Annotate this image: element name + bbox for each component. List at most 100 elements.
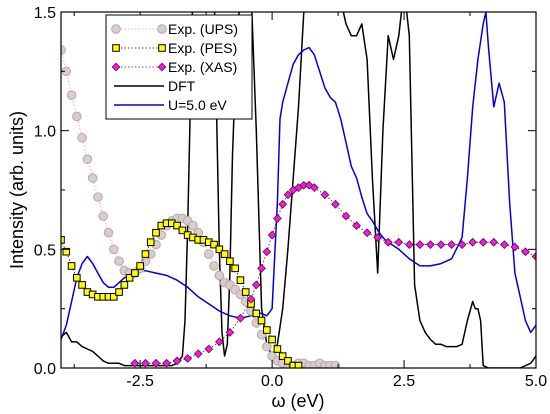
- legend-item-exp-ups: Exp. (UPS): [111, 21, 238, 37]
- legend-label: Exp. (PES): [168, 40, 237, 56]
- data-point-exp-ups: [72, 111, 82, 122]
- data-point-exp-xas: [172, 356, 182, 366]
- data-point-exp-xas: [214, 337, 224, 347]
- y-tick-label: 1.5: [34, 5, 56, 22]
- data-point-exp-pes: [294, 361, 303, 368]
- legend-item-u-5-0-ev: U=5.0 eV: [114, 97, 227, 113]
- data-point-exp-ups: [262, 341, 272, 352]
- legend-swatch-marker: [157, 62, 167, 72]
- data-point-exp-pes: [257, 316, 266, 325]
- data-point-exp-xas: [267, 230, 277, 240]
- data-point-exp-xas: [499, 240, 509, 249]
- data-point-exp-pes: [268, 335, 276, 344]
- data-point-exp-xas: [373, 233, 383, 242]
- data-point-exp-pes: [220, 250, 229, 258]
- data-point-exp-pes: [273, 345, 282, 353]
- data-point-exp-ups: [188, 220, 198, 231]
- data-point-exp-xas: [404, 240, 414, 249]
- legend: Exp. (UPS) Exp. (PES) Exp. (XAS) DFT U=5.0 e…: [105, 14, 253, 120]
- data-point-exp-xas: [283, 190, 293, 200]
- data-point-exp-ups: [203, 249, 214, 259]
- legend-label: Exp. (XAS): [168, 59, 237, 75]
- data-point-exp-ups: [82, 154, 93, 164]
- data-point-exp-xas: [331, 199, 340, 209]
- data-point-exp-pes: [173, 221, 181, 230]
- data-point-exp-xas: [468, 237, 478, 247]
- data-point-exp-xas: [309, 183, 319, 192]
- data-point-exp-ups: [103, 227, 114, 238]
- data-point-exp-xas: [162, 358, 171, 368]
- data-point-exp-xas: [521, 247, 530, 257]
- data-point-exp-ups: [93, 192, 103, 202]
- data-point-exp-pes: [278, 352, 287, 360]
- data-point-exp-ups: [87, 173, 98, 183]
- data-point-exp-xas: [193, 349, 203, 359]
- data-point-exp-xas: [531, 252, 536, 261]
- data-point-exp-pes: [263, 326, 271, 334]
- data-point-exp-xas: [352, 221, 361, 230]
- data-point-exp-pes: [141, 250, 150, 258]
- data-point-exp-xas: [394, 237, 404, 247]
- legend-item-exp-xas: Exp. (XAS): [111, 59, 237, 75]
- data-point-exp-pes: [231, 264, 239, 273]
- data-point-exp-xas: [383, 237, 393, 247]
- series-exp-xas: [130, 180, 536, 368]
- series-connector-exp-xas: [134, 184, 536, 364]
- data-point-exp-pes: [73, 274, 81, 282]
- data-point-exp-xas: [225, 328, 235, 337]
- legend-label: DFT: [168, 78, 196, 94]
- y-tick-label: 1.0: [34, 124, 56, 141]
- data-point-exp-xas: [436, 240, 446, 249]
- data-point-exp-pes: [241, 288, 250, 296]
- data-point-exp-xas: [183, 354, 193, 363]
- x-tick-label: -2.5: [126, 373, 154, 390]
- data-point-exp-ups: [108, 244, 119, 255]
- data-point-exp-xas: [278, 199, 288, 209]
- data-point-exp-xas: [447, 240, 456, 249]
- legend-item-exp-pes: Exp. (PES): [112, 40, 237, 56]
- x-tick-label: 5.0: [525, 373, 547, 390]
- plot-series: [61, 12, 536, 368]
- data-point-exp-xas: [130, 358, 140, 368]
- data-point-exp-xas: [204, 344, 214, 354]
- data-point-exp-pes: [146, 238, 155, 247]
- data-point-exp-pes: [125, 274, 134, 282]
- data-point-exp-pes: [284, 357, 292, 365]
- legend-swatch-marker: [111, 62, 121, 72]
- data-point-exp-pes: [178, 226, 187, 235]
- data-point-exp-pes: [226, 257, 234, 265]
- data-point-exp-xas: [426, 240, 435, 249]
- data-point-exp-xas: [320, 190, 330, 200]
- x-axis-title: ω (eV): [271, 391, 324, 411]
- data-point-exp-pes: [252, 309, 261, 318]
- data-point-exp-pes: [210, 240, 218, 249]
- data-point-exp-ups: [214, 270, 225, 281]
- data-point-exp-xas: [246, 294, 256, 304]
- legend-label: U=5.0 eV: [168, 97, 227, 113]
- data-point-exp-pes: [152, 228, 160, 237]
- data-point-exp-xas: [236, 313, 245, 323]
- data-point-exp-xas: [489, 237, 499, 247]
- data-point-exp-xas: [262, 247, 272, 257]
- legend-swatch-marker: [112, 44, 120, 52]
- data-point-exp-xas: [257, 263, 266, 273]
- data-point-exp-pes: [78, 281, 86, 289]
- data-point-exp-pes: [215, 245, 224, 254]
- data-point-exp-ups: [77, 132, 87, 143]
- legend-box: [105, 14, 253, 120]
- y-axis: 0.0 0.5 1.0 1.5: [34, 5, 536, 378]
- data-point-exp-pes: [115, 288, 123, 296]
- legend-swatch-marker: [111, 24, 121, 34]
- x-tick-label: 0.0: [261, 373, 283, 390]
- data-point-exp-xas: [457, 240, 467, 249]
- x-tick-label: 2.5: [393, 373, 415, 390]
- data-point-exp-xas: [251, 280, 261, 290]
- data-point-exp-xas: [415, 240, 425, 249]
- data-point-exp-xas: [151, 358, 161, 368]
- legend-item-dft: DFT: [114, 78, 196, 94]
- data-point-exp-xas: [141, 358, 150, 368]
- legend-swatch-marker: [157, 24, 167, 34]
- data-point-exp-xas: [362, 228, 372, 238]
- data-point-exp-pes: [236, 276, 245, 284]
